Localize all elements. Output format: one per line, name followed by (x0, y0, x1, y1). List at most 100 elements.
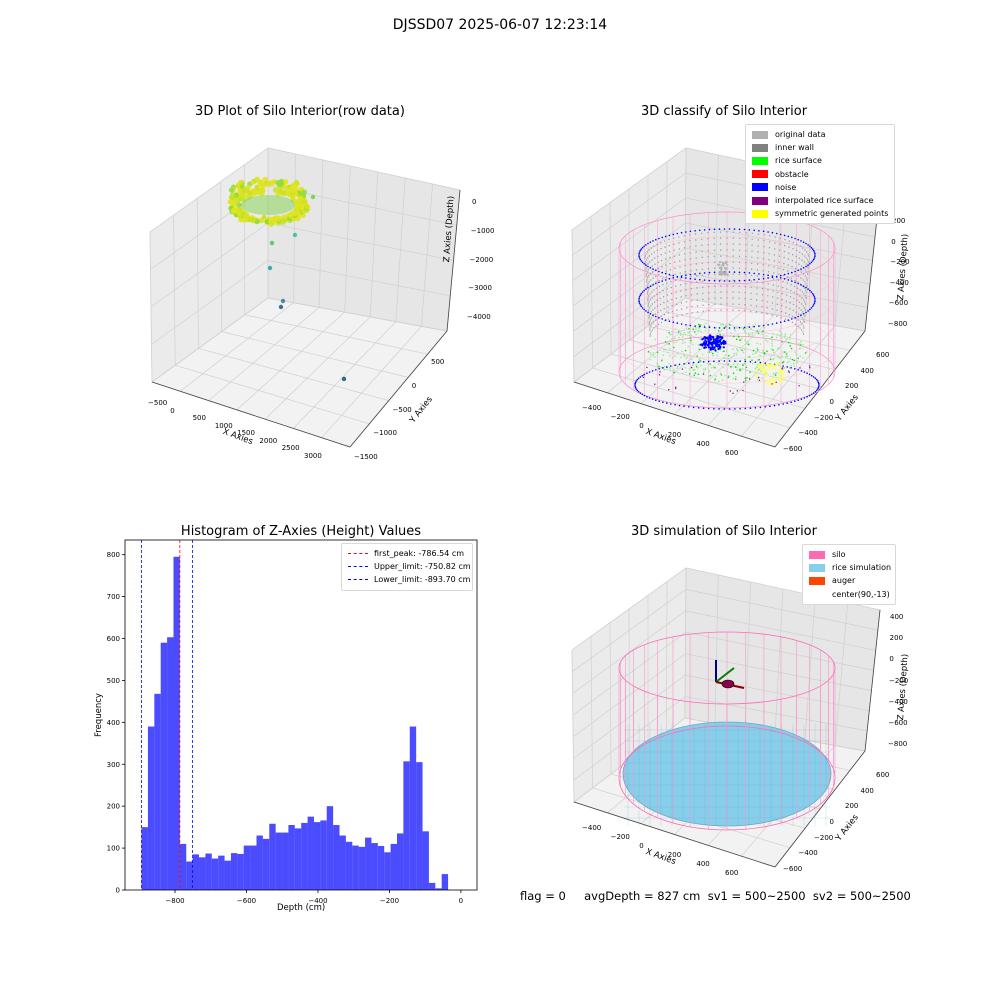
noise-point (718, 408, 720, 410)
legend-entry: symmetric generated points (752, 207, 888, 220)
inner-wall-point (800, 265, 803, 267)
legend-entry: original data (752, 128, 888, 141)
rice-surface-point (687, 345, 690, 348)
noise-point (648, 397, 651, 399)
inner-wall-point (648, 315, 650, 317)
rice-surface-point (754, 323, 757, 325)
noise-point (676, 322, 679, 324)
inner-wall-point (802, 305, 804, 307)
noise-point (809, 245, 811, 248)
rice-surface-point (690, 358, 693, 361)
inner-wall-point (744, 268, 747, 270)
noise-point (647, 265, 649, 268)
inner-wall-point (719, 237, 722, 239)
rice-surface-point (744, 348, 746, 351)
noise-point (814, 255, 816, 258)
inner-wall-point (796, 287, 799, 289)
rice-surface-point (650, 346, 652, 348)
inner-wall-point (663, 314, 666, 316)
original-data-point (724, 262, 727, 265)
noise-point (771, 323, 774, 325)
inner-wall-point (701, 262, 703, 264)
noise-point (634, 386, 637, 389)
noise-point (710, 335, 713, 338)
interpolated-point (781, 368, 783, 370)
inner-wall-point (647, 269, 650, 271)
tick-label: 600 (876, 351, 890, 359)
noise-point (640, 305, 643, 308)
inner-wall-point (664, 252, 666, 254)
data-point (238, 192, 244, 198)
data-point (280, 298, 286, 304)
noise-point (699, 229, 701, 232)
inner-wall-point (646, 279, 648, 281)
rice-surface-point (686, 328, 688, 330)
inner-wall-point (654, 263, 656, 265)
inner-wall-point (656, 305, 659, 307)
inner-wall-point (732, 309, 734, 311)
inner-wall-point (789, 302, 791, 304)
tick-label: −400 (582, 824, 602, 832)
inner-wall-point (804, 309, 806, 311)
inner-wall-point (652, 321, 655, 323)
rice-surface-point (799, 343, 801, 345)
inner-wall-point (805, 291, 808, 293)
inner-wall-point (683, 247, 686, 249)
inner-wall-point (777, 285, 779, 287)
noise-point (743, 326, 746, 329)
x-axis-line (573, 381, 776, 448)
rice-surface-point (744, 339, 746, 342)
inner-wall-point (744, 298, 746, 300)
histogram-bar (179, 843, 187, 890)
inner-wall-point (777, 297, 779, 299)
noise-point (672, 233, 675, 236)
inner-wall-point (806, 273, 809, 275)
inner-wall-point (675, 297, 677, 299)
inner-wall-point (649, 333, 652, 335)
inner-wall-point (793, 291, 795, 294)
rice-surface-point (754, 367, 757, 370)
rice-surface-point (784, 335, 786, 337)
inner-wall-point (685, 283, 687, 285)
rice-surface-point (789, 342, 791, 345)
inner-wall-point (707, 274, 710, 276)
inner-wall-point (750, 274, 753, 276)
inner-wall-point (689, 246, 691, 248)
rice-surface-point (716, 354, 719, 357)
inner-wall-point (788, 246, 790, 248)
noise-point (764, 362, 766, 365)
rice-surface-point (714, 378, 716, 381)
histogram-bar (358, 846, 366, 890)
inner-wall-point (657, 267, 660, 270)
legend-label: Lower_limit: -893.70 cm (374, 575, 471, 585)
legend-label: rice surface (775, 156, 822, 166)
rice-surface-point (688, 328, 690, 330)
histogram-y-label: Frequency (94, 693, 104, 737)
noise-point (758, 325, 760, 327)
rice-surface-point (784, 351, 786, 353)
inner-wall-point (669, 262, 671, 265)
histogram-bar (205, 853, 212, 890)
inner-wall-point (776, 315, 778, 317)
noise-point (809, 308, 811, 311)
noise-point (703, 229, 706, 231)
tick-label: 600 (876, 771, 890, 779)
inner-wall-point (680, 296, 682, 298)
inner-wall-point (649, 327, 651, 329)
rice-surface-point (708, 325, 711, 328)
inner-wall-point (798, 313, 800, 315)
noise-point (794, 270, 796, 273)
rice-surface-point (679, 334, 682, 336)
rice-surface-point (745, 379, 747, 382)
interpolated-point (690, 366, 693, 369)
rice-surface-point (743, 330, 746, 332)
noise-point (817, 381, 820, 384)
rice-surface-point (800, 340, 802, 343)
rice-surface-point (695, 365, 698, 368)
noise-point (670, 403, 672, 405)
inner-wall-point (660, 321, 663, 324)
inner-wall-point (678, 248, 680, 250)
legend-label: center(90,-13) (832, 589, 890, 599)
inner-wall-point (773, 266, 775, 268)
noise-point (707, 338, 710, 341)
